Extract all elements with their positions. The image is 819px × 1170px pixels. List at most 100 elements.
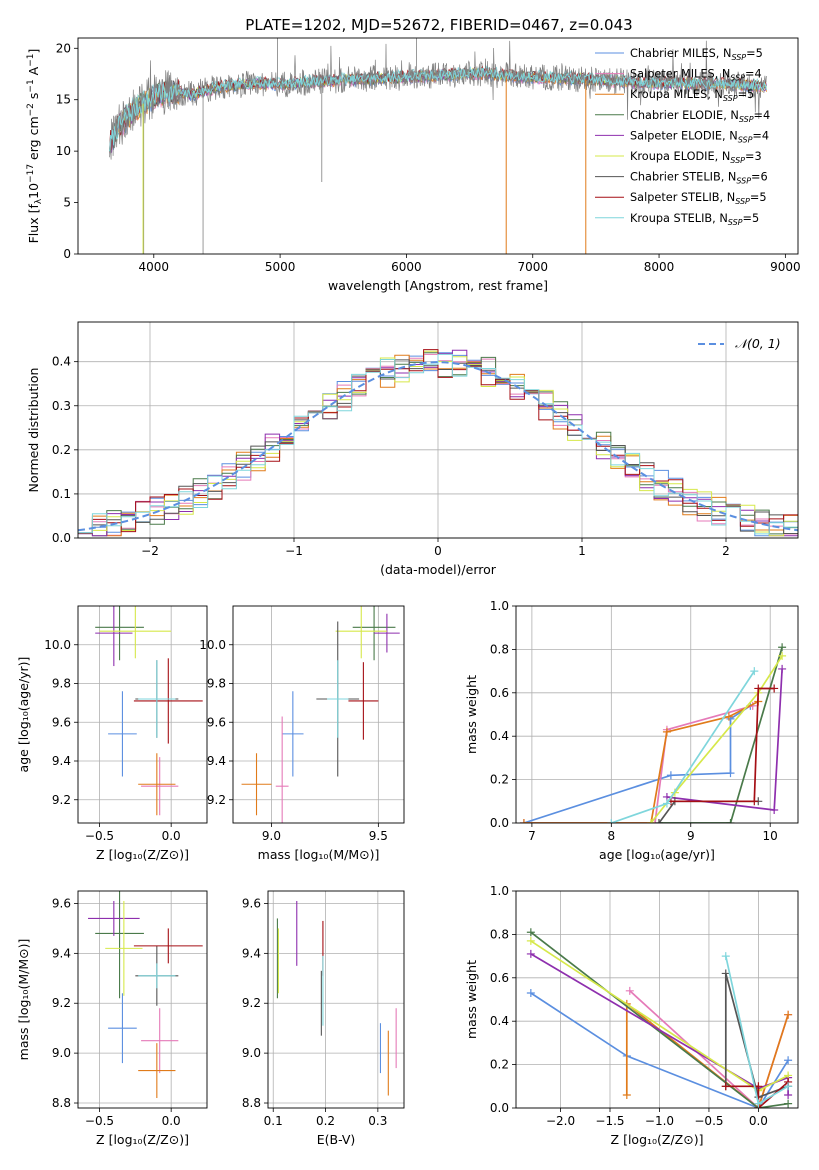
- y-tick-label: 0.0: [490, 816, 509, 830]
- errorbar-kroupa-elodie: [105, 900, 143, 996]
- y-tick-label: 8.8: [242, 1096, 261, 1110]
- weight-marker: [754, 1099, 763, 1108]
- x-tick-label: −1: [285, 544, 303, 558]
- axes-frame: [515, 605, 799, 824]
- errorbar-kroupa-stelib: [138, 660, 176, 738]
- weight-marker: [784, 1099, 793, 1108]
- y-axis-label: mass [log₁₀(M/M⊙)]: [16, 939, 31, 1061]
- x-tick-label: 0.0: [162, 829, 181, 843]
- x-tick-label: −1.0: [645, 1114, 674, 1128]
- weight-marker: [754, 1082, 763, 1091]
- weight-marker: [770, 684, 779, 693]
- y-tick-label: 1.0: [490, 599, 509, 613]
- errorbar-chabrier-miles: [108, 993, 137, 1064]
- legend-label: Chabrier STELIB, NSSP=6: [630, 171, 768, 186]
- errorbar-kroupa-stelib: [327, 660, 349, 738]
- y-tick-label: 9.8: [52, 677, 71, 691]
- y-tick-label: 0.1: [52, 487, 71, 501]
- x-tick-label: 5000: [265, 260, 296, 274]
- axes-frame: [267, 890, 405, 1109]
- weight-line-salpeter-elodie: [666, 668, 783, 811]
- legend-label: Kroupa ELODIE, NSSP=3: [630, 150, 762, 165]
- legend-spectrum: Chabrier MILES, NSSP=5 Salpeter MILES, NS…: [595, 47, 770, 227]
- y-tick-label: 0.2: [52, 443, 71, 457]
- legend-label: Kroupa STELIB, NSSP=5: [630, 212, 759, 227]
- legend-label: Salpeter ELODIE, NSSP=4: [630, 129, 769, 144]
- errorbar-kroupa-miles: [241, 753, 272, 816]
- weight-marker: [778, 664, 787, 673]
- plot-area-age-vs-mass: [241, 606, 400, 823]
- legend-label: Salpeter MILES, NSSP=4: [630, 68, 762, 83]
- legend-label: 𝒩(0, 1): [735, 336, 781, 351]
- weight-marker: [526, 936, 535, 945]
- weight-marker: [654, 819, 663, 823]
- errorbar-salpeter-stelib: [348, 662, 379, 740]
- errorbar-salpeter-elodie: [88, 900, 140, 936]
- panel-residuals: −2 −1 0 1 2 0.0 0.1 0.2 0.3 0.4 (data-model)/error…: [26, 321, 799, 577]
- weight-marker: [726, 769, 735, 778]
- x-tick-label: −0.5: [694, 1114, 723, 1128]
- legend-label: Kroupa MILES, NSSP=5: [630, 88, 754, 103]
- errorbar-salpeter-elodie: [95, 606, 133, 667]
- errorbar-chabrier-miles: [108, 691, 137, 777]
- y-axis-label: Normed distribution: [26, 368, 41, 493]
- axes-frame: [77, 605, 208, 824]
- y-tick-label: 8.8: [52, 1096, 71, 1110]
- y-tick-label: 5: [63, 196, 71, 210]
- y-tick-label: 9.0: [52, 1046, 71, 1060]
- x-axis-label: E(B-V): [317, 1132, 356, 1147]
- panel-mass-vs-EBV: 0.1 0.2 0.3 8.8 9.0 9.2 9.4 9.6 E(B-V): [242, 890, 405, 1147]
- x-tick-label: 9: [687, 829, 695, 843]
- axes-frame: [77, 890, 208, 1109]
- y-tick-label: 9.4: [52, 946, 71, 960]
- weight-line-chabrier-elodie: [659, 646, 783, 823]
- y-tick-label: 0: [63, 247, 71, 261]
- weight-marker: [519, 819, 528, 823]
- weight-marker: [726, 819, 735, 823]
- weight-marker: [750, 667, 759, 676]
- x-tick-label: −2: [141, 544, 159, 558]
- weight-marker: [526, 928, 535, 937]
- y-tick-label: 0.4: [490, 729, 509, 743]
- weight-marker: [784, 1090, 793, 1099]
- y-tick-label: 9.2: [52, 793, 71, 807]
- y-tick-label: 0.0: [52, 531, 71, 545]
- panel-spectrum: 4000 5000 6000 7000 8000 9000 0 5 10 15 20 waveleng…: [26, 37, 801, 293]
- y-tick-label: 0.8: [490, 642, 509, 656]
- y-tick-label: 10: [56, 144, 71, 158]
- y-tick-label: 9.4: [52, 754, 71, 768]
- x-axis-label: Z [log₁₀(Z/Z⊙)]: [611, 1132, 704, 1147]
- errorbar-salpeter-miles: [141, 757, 179, 816]
- y-tick-label: 9.0: [242, 1046, 261, 1060]
- errorbar-kroupa-elodie: [335, 606, 387, 659]
- y-tick-label: 9.2: [207, 793, 226, 807]
- weight-marker: [750, 797, 759, 806]
- errorbar-chabrier-elodie: [95, 606, 144, 661]
- y-axis-label: Flux [fλ10−17 erg cm−2 s−1 A−1]: [26, 49, 44, 244]
- plot-area-mass-vs-Z: [88, 891, 203, 1099]
- weight-marker: [662, 799, 671, 808]
- weight-line-kroupa-stelib: [611, 670, 756, 823]
- x-axis-label: (data-model)/error: [380, 562, 497, 577]
- legend-label: Chabrier ELODIE, NSSP=4: [630, 109, 770, 124]
- weight-marker: [526, 949, 535, 958]
- x-tick-label: 10: [763, 829, 778, 843]
- y-tick-label: 9.6: [52, 715, 71, 729]
- x-tick-label: 8000: [644, 260, 675, 274]
- panel-weight-vs-age: 7 8 9 10 0.0 0.2 0.4 0.6 0.8 1.0 age [log₁₀(age/yr…: [464, 599, 799, 862]
- errorbar-salpeter-stelib: [133, 928, 203, 964]
- x-axis-label: mass [log₁₀(M/M⊙)]: [258, 847, 380, 862]
- y-tick-label: 9.2: [242, 996, 261, 1010]
- errorbar-chabrier-elodie: [95, 891, 144, 999]
- y-tick-label: 9.2: [52, 996, 71, 1010]
- y-axis-label: mass weight: [464, 960, 479, 1039]
- plot-area-spectrum: [109, 38, 767, 254]
- x-tick-label: −0.5: [85, 829, 114, 843]
- weight-marker: [607, 819, 616, 823]
- y-axis-label: age [log₁₀(age/yr)]: [16, 657, 31, 773]
- errorbar-kroupa-miles: [138, 1043, 176, 1099]
- y-tick-label: 0.4: [490, 1014, 509, 1028]
- y-tick-label: 10.0: [44, 638, 71, 652]
- histogram-kroupa-stelib: [78, 353, 798, 535]
